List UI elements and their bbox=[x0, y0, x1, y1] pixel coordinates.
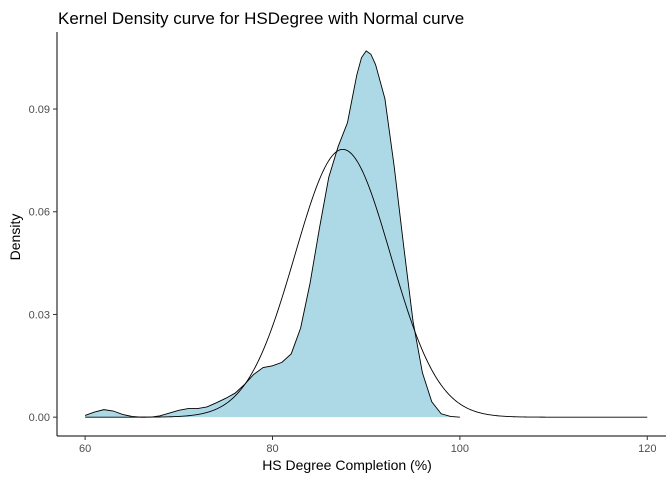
y-tick-label: 0.09 bbox=[29, 104, 50, 116]
kernel-density-area bbox=[85, 50, 460, 418]
x-tick-label: 80 bbox=[266, 443, 278, 455]
normal-curve-line bbox=[85, 148, 648, 418]
y-tick-label: 0.00 bbox=[29, 412, 50, 424]
x-tick-label: 60 bbox=[79, 443, 91, 455]
y-axis-title: Density bbox=[7, 214, 23, 261]
y-axis-ticks: 0.00 0.03 0.06 0.09 bbox=[29, 104, 57, 424]
x-tick-label: 120 bbox=[638, 443, 656, 455]
chart-title: Kernel Density curve for HSDegree with N… bbox=[58, 9, 464, 28]
x-axis-ticks: 60 80 100 120 bbox=[79, 436, 656, 455]
y-tick-label: 0.06 bbox=[29, 207, 50, 219]
x-axis-title: HS Degree Completion (%) bbox=[262, 457, 432, 473]
plot-area bbox=[84, 50, 648, 418]
x-tick-label: 100 bbox=[451, 443, 469, 455]
y-tick-label: 0.03 bbox=[29, 309, 50, 321]
